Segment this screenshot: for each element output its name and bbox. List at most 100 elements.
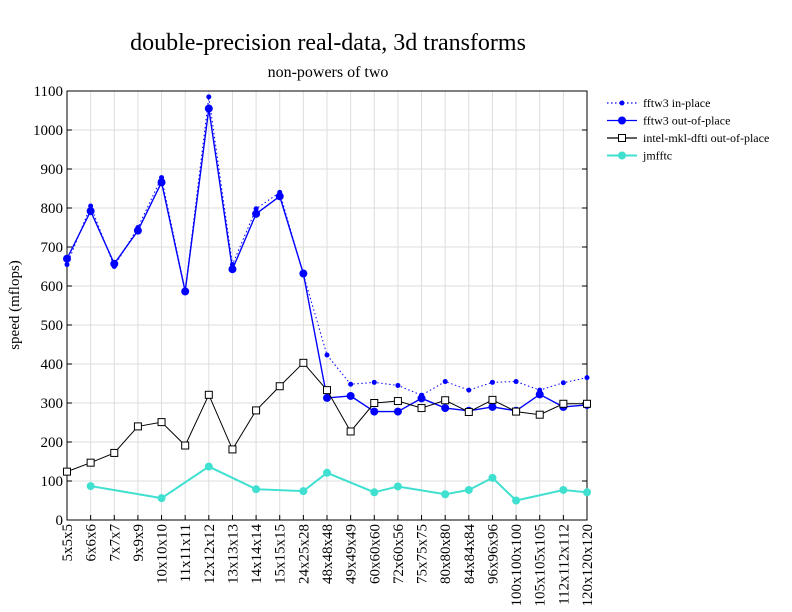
data-point [86, 207, 95, 216]
data-point [252, 485, 261, 494]
data-point [441, 404, 450, 413]
legend-label: intel-mkl-dfti out-of-place [643, 131, 769, 145]
data-point [181, 287, 190, 296]
x-tick-label: 12x12x12 [202, 524, 218, 584]
y-tick-label: 500 [41, 318, 64, 334]
data-point [204, 390, 213, 399]
x-tick-label: 100x100x100 [509, 524, 525, 607]
x-tick-label: 48x48x48 [320, 524, 336, 584]
x-tick-label: 7x7x7 [107, 524, 123, 562]
data-point [252, 406, 261, 415]
data-point [583, 488, 591, 497]
x-tick-label: 49x49x49 [344, 524, 360, 584]
y-tick-label: 600 [41, 279, 64, 295]
x-tick-label: 112x112x112 [556, 524, 572, 605]
data-point [488, 395, 497, 404]
data-point [535, 390, 544, 399]
data-point [275, 382, 284, 391]
data-point [275, 192, 284, 201]
data-point [371, 379, 377, 385]
data-point [299, 487, 308, 496]
x-tick-label: 10x10x10 [155, 524, 171, 584]
grid [66, 90, 588, 521]
data-point [323, 386, 331, 395]
y-axis: 0 100 200 300 400 500 600 700 800 900 1000 1100 [33, 84, 587, 529]
data-point [584, 375, 590, 381]
data-point [228, 445, 237, 454]
legend-item-jmfftc: jmfftc [607, 149, 672, 163]
x-tick-label: 9x9x9 [131, 524, 147, 562]
data-point [513, 379, 519, 385]
y-tick-label: 1000 [33, 123, 63, 139]
data-point [441, 490, 450, 499]
x-tick-label: 84x84x84 [462, 524, 478, 585]
legend-label: fftw3 in-place [643, 96, 710, 110]
data-point [228, 265, 237, 274]
x-tick-label: 11x11x11 [178, 524, 194, 582]
legend-marker [618, 151, 626, 160]
legend-label: fftw3 out-of-place [643, 114, 730, 128]
x-tick-label: 5x5x5 [60, 524, 76, 562]
data-point [559, 485, 568, 494]
x-tick-label: 24x25x28 [296, 524, 312, 584]
data-point [64, 262, 70, 268]
data-point [466, 387, 472, 393]
data-point [370, 399, 379, 407]
data-point [324, 352, 330, 358]
data-point [488, 402, 497, 411]
y-tick-label: 200 [41, 435, 64, 451]
series-layer [63, 94, 591, 505]
data-point [441, 396, 450, 405]
data-point [464, 407, 473, 416]
y-tick-label: 900 [41, 162, 64, 178]
legend-item-fftw3-in-place: fftw3 in-place [607, 96, 710, 110]
data-point [583, 399, 591, 408]
data-point [393, 482, 402, 491]
data-point [442, 379, 448, 385]
legend-marker [618, 134, 626, 142]
y-axis-label: speed (mflops) [7, 260, 23, 350]
x-tick-label: 120x120x120 [580, 524, 596, 607]
x-tick-label: 72x60x56 [391, 524, 407, 585]
data-point [346, 427, 355, 436]
data-point [299, 358, 308, 367]
x-tick-label: 80x80x80 [438, 524, 454, 584]
data-point [323, 468, 331, 477]
data-point [395, 382, 401, 388]
data-point [63, 254, 71, 263]
y-tick-label: 300 [41, 396, 64, 412]
x-tick-label: 14x14x14 [249, 524, 265, 585]
legend-item-intel-mkl-dfti-out-of-place: intel-mkl-dfti out-of-place [607, 131, 769, 145]
x-tick-label: 105x105x105 [533, 524, 549, 607]
data-point [63, 467, 71, 476]
series-intel-mkl-dfti-out-of-place [63, 358, 591, 476]
data-point [512, 496, 521, 505]
data-point [535, 410, 544, 419]
y-tick-label: 800 [41, 201, 64, 217]
x-tick-label: 6x6x6 [84, 524, 100, 562]
data-point [512, 407, 521, 416]
chart-title: double-precision real-data, 3d transform… [130, 30, 526, 56]
data-point [559, 399, 568, 408]
data-point [560, 380, 566, 386]
data-point [417, 404, 426, 413]
data-point [323, 393, 331, 402]
x-tick-label: 60x60x60 [367, 524, 383, 584]
data-point [206, 94, 212, 100]
data-point [88, 203, 94, 209]
data-point [464, 485, 473, 494]
data-point [204, 462, 213, 471]
data-point [393, 397, 402, 406]
data-point [370, 407, 379, 416]
data-point [133, 226, 142, 235]
data-point [181, 441, 190, 450]
y-tick-label: 0 [56, 513, 64, 529]
data-point [157, 178, 166, 187]
data-point [157, 494, 166, 503]
data-point [393, 407, 402, 416]
data-point [86, 458, 95, 467]
data-point [348, 381, 354, 387]
data-point [133, 422, 142, 431]
x-axis: 5x5x5 6x6x6 7x7x7 9x9x9 10x10x10 11x11x11 12x1… [60, 515, 596, 607]
